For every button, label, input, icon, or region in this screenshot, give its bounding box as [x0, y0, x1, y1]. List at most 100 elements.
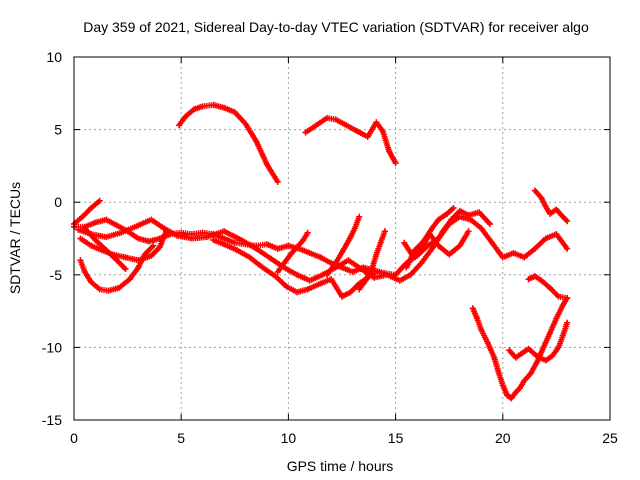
- series-arc-11: [323, 213, 363, 278]
- series-arc-7: [77, 242, 157, 294]
- data-point: [332, 260, 339, 267]
- data-point: [118, 229, 125, 236]
- data-point: [141, 251, 148, 258]
- data-point: [233, 247, 240, 254]
- data-point: [199, 103, 206, 110]
- data-point: [356, 286, 363, 293]
- y-tick-label: 5: [54, 122, 62, 138]
- data-point: [549, 353, 556, 360]
- data-point: [364, 133, 371, 140]
- data-point: [377, 239, 384, 246]
- data-point: [293, 244, 300, 251]
- x-tick-label: 15: [388, 430, 404, 446]
- data-point: [135, 222, 142, 229]
- data-point: [176, 122, 183, 129]
- data-point: [429, 225, 436, 232]
- data-point: [304, 229, 311, 236]
- data-point: [304, 286, 311, 293]
- data-point: [103, 247, 110, 254]
- series-arc-10: [274, 229, 311, 275]
- data-point: [246, 254, 253, 261]
- data-point: [499, 382, 506, 389]
- data-point: [403, 264, 410, 271]
- data-point: [409, 252, 416, 259]
- data-point: [559, 213, 566, 220]
- data-point: [424, 242, 431, 249]
- data-point: [313, 122, 320, 129]
- data-point: [77, 257, 84, 264]
- data-point: [231, 239, 238, 246]
- data-point: [534, 353, 541, 360]
- data-point: [253, 138, 260, 145]
- data-point: [328, 276, 335, 283]
- data-point: [103, 216, 110, 223]
- data-point: [542, 235, 549, 242]
- data-point: [521, 377, 528, 384]
- data-point: [555, 344, 562, 351]
- data-point: [341, 245, 348, 252]
- data-point: [306, 250, 313, 257]
- data-point: [516, 385, 523, 392]
- data-point: [418, 260, 425, 267]
- x-tick-label: 10: [281, 430, 297, 446]
- series-arc-8: [81, 225, 129, 272]
- data-point: [407, 271, 414, 278]
- data-point: [508, 395, 515, 402]
- data-point: [392, 159, 399, 166]
- data-point: [332, 116, 339, 123]
- data-point: [354, 128, 361, 135]
- data-point: [512, 389, 519, 396]
- data-point: [351, 225, 358, 232]
- x-tick-label: 5: [177, 430, 185, 446]
- data-point: [75, 226, 82, 233]
- data-point: [274, 245, 281, 252]
- data-point: [323, 271, 330, 278]
- data-point: [512, 354, 519, 361]
- series-arc-12: [356, 228, 388, 293]
- y-tick-label: -10: [42, 339, 62, 355]
- data-point: [396, 277, 403, 284]
- series-arc-15: [531, 187, 571, 225]
- data-point: [478, 326, 485, 333]
- data-point: [163, 228, 170, 235]
- data-point: [210, 236, 217, 243]
- data-point: [77, 235, 84, 242]
- data-point: [113, 257, 120, 264]
- data-point: [188, 235, 195, 242]
- data-point: [555, 293, 562, 300]
- data-point: [358, 265, 365, 272]
- data-point: [126, 276, 133, 283]
- series-arc-17: [506, 319, 571, 364]
- data-point: [88, 279, 95, 286]
- data-point: [491, 354, 498, 361]
- data-point: [287, 251, 294, 258]
- data-point: [103, 234, 110, 241]
- data-point: [349, 268, 356, 275]
- data-point: [231, 109, 238, 116]
- data-point: [122, 254, 129, 261]
- data-point: [525, 345, 532, 352]
- y-axis-label: SDTVAR / TECUs: [7, 182, 23, 294]
- data-point: [465, 228, 472, 235]
- data-point: [96, 197, 103, 204]
- data-point: [285, 242, 292, 249]
- data-point: [448, 216, 455, 223]
- data-point: [238, 236, 245, 243]
- x-tick-label: 25: [602, 430, 618, 446]
- y-tick-label: 10: [46, 49, 62, 65]
- data-point: [263, 161, 270, 168]
- data-point: [384, 271, 391, 278]
- data-point: [446, 251, 453, 258]
- data-point: [343, 122, 350, 129]
- data-point: [486, 220, 493, 227]
- data-point: [478, 225, 485, 232]
- data-point: [525, 276, 532, 283]
- data-point: [135, 235, 142, 242]
- data-point: [439, 228, 446, 235]
- chart-title: Day 359 of 2021, Sidereal Day-to-day VTE…: [83, 19, 589, 35]
- data-point: [116, 284, 123, 291]
- data-point: [317, 254, 324, 261]
- data-point: [173, 232, 180, 239]
- data-point: [345, 257, 352, 264]
- data-point: [531, 273, 538, 280]
